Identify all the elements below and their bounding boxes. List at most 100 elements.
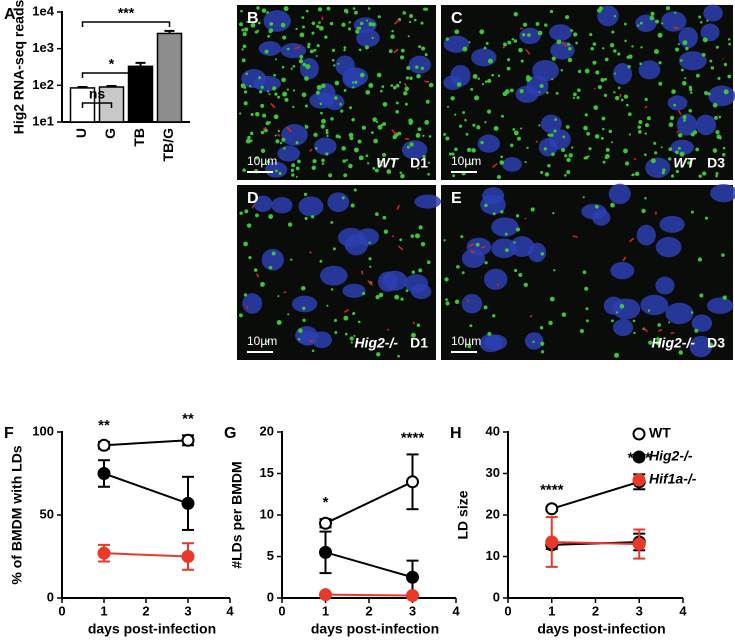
lipid-droplet (413, 18, 417, 22)
red-stain (470, 250, 476, 254)
nucleus (298, 196, 324, 217)
lipid-droplet (239, 112, 242, 115)
nucleus (477, 134, 500, 153)
lipid-droplet (352, 7, 356, 10)
lipid-droplet (258, 76, 262, 80)
legend-label: Hig2-/- (649, 448, 693, 464)
red-stain (255, 273, 260, 278)
lipid-droplet (241, 48, 244, 51)
lipid-droplet (268, 265, 273, 270)
lipid-droplet (683, 119, 686, 122)
lipid-droplet (555, 91, 559, 95)
lipid-droplet (321, 118, 326, 124)
lipid-droplet (427, 161, 431, 164)
lipid-droplet (334, 318, 338, 322)
lipid-droplet (539, 326, 544, 330)
lipid-droplet (505, 248, 509, 253)
genotype-label: Hig2-/- (354, 335, 398, 351)
lipid-droplet (520, 59, 524, 63)
lipid-droplet (481, 82, 485, 86)
lipid-droplet (467, 344, 472, 349)
nucleus (691, 314, 713, 332)
lipid-droplet (532, 340, 535, 344)
lipid-droplet (707, 92, 711, 96)
lipid-droplet (360, 72, 365, 78)
red-stain (628, 237, 635, 243)
data-point (319, 545, 332, 559)
panel-label: D (247, 190, 259, 207)
lipid-droplet (674, 47, 680, 52)
x-tick-label: 0 (278, 603, 285, 618)
lipid-droplet (639, 62, 642, 66)
lipid-droplet (637, 125, 642, 129)
lipid-droplet (634, 171, 640, 177)
lipid-droplet (266, 339, 270, 343)
lipid-droplet (302, 62, 307, 67)
lipid-droplet (357, 139, 362, 144)
lipid-droplet (605, 147, 610, 152)
lipid-droplet (259, 90, 263, 94)
lipid-droplet (376, 72, 382, 78)
lipid-droplet (320, 111, 323, 115)
data-point (545, 535, 559, 549)
y-axis-label: LD size (455, 490, 471, 539)
nucleus (382, 270, 408, 291)
lipid-droplet (267, 90, 270, 93)
red-stain (251, 204, 255, 209)
lipid-droplet (513, 12, 518, 17)
lipid-droplet (671, 174, 675, 178)
lipid-droplet (448, 152, 452, 156)
lipid-droplet (376, 120, 379, 123)
data-point (545, 502, 559, 516)
legend-label: Hif1a-/- (649, 471, 697, 487)
lipid-droplet (484, 80, 488, 83)
lipid-droplet (254, 31, 257, 34)
lipid-droplet (426, 260, 431, 265)
red-stain (520, 27, 523, 30)
lipid-droplet (377, 124, 383, 130)
lipid-droplet (292, 64, 296, 68)
lipid-droplet (589, 32, 593, 37)
lipid-droplet (702, 171, 707, 176)
panel-label: H (450, 425, 462, 442)
y-tick-label: 10 (486, 548, 500, 563)
lipid-droplet (537, 30, 543, 36)
nucleus (610, 261, 635, 280)
lipid-droplet (583, 125, 588, 131)
lipid-droplet (274, 58, 278, 61)
lipid-droplet (662, 168, 666, 172)
lipid-droplet (660, 146, 663, 149)
lipid-droplet (248, 84, 252, 88)
lipid-droplet (560, 69, 564, 72)
lipid-droplet (367, 7, 371, 10)
y-tick-label: 15 (260, 465, 274, 480)
lipid-droplet (404, 86, 409, 91)
y-tick-label: 1e2 (32, 77, 54, 92)
lipid-droplet (472, 73, 478, 79)
lipid-droplet (513, 241, 516, 244)
lipid-droplet (347, 27, 352, 31)
lipid-droplet (316, 24, 320, 29)
lipid-droplet (727, 38, 731, 41)
lipid-droplet (611, 30, 615, 34)
lipid-droplet (484, 261, 488, 265)
lipid-droplet (305, 64, 311, 70)
lipid-droplet (406, 65, 411, 70)
lipid-droplet (358, 155, 364, 161)
lipid-droplet (722, 146, 726, 150)
lipid-droplet (321, 158, 325, 163)
lipid-droplet (239, 211, 243, 216)
lipid-droplet (470, 87, 474, 91)
lipid-droplet (443, 132, 447, 136)
scale-bar-label: 10µm (247, 334, 277, 348)
lipid-droplet (400, 297, 404, 301)
lipid-droplet (567, 57, 573, 63)
x-tick-label: 3 (184, 603, 191, 618)
x-tick-label: G (102, 128, 118, 139)
lipid-droplet (601, 116, 606, 121)
lipid-droplet (349, 106, 353, 110)
lipid-droplet (715, 171, 719, 175)
lipid-droplet (462, 111, 466, 114)
lipid-droplet (544, 23, 548, 27)
nucleus (356, 228, 380, 246)
